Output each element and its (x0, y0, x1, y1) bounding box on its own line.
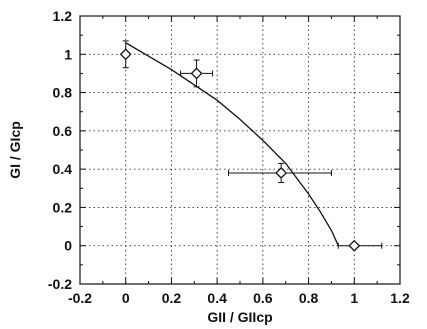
x-tick-label: 1 (350, 290, 358, 306)
data-point (119, 40, 132, 69)
y-tick-label: 0 (64, 238, 72, 254)
y-tick-label: 0.2 (53, 199, 73, 215)
y-tick-label: -0.2 (48, 276, 72, 292)
axis-ticks (79, 15, 401, 285)
diamond-marker (275, 167, 288, 179)
x-tick-label: 0.6 (253, 290, 273, 306)
y-tick-label: 0.6 (53, 123, 73, 139)
x-tick-label: -0.2 (68, 290, 92, 306)
x-tick-label: 1.2 (390, 290, 410, 306)
y-tick-label: 1 (64, 46, 72, 62)
x-tick-labels: -0.2 0 0.2 0.4 0.6 0.8 1 1.2 (68, 290, 410, 306)
y-axis-title: GI / GIcp (7, 121, 23, 179)
fit-curve (125, 42, 339, 246)
x-tick-label: 0.4 (207, 290, 227, 306)
diamond-marker (119, 48, 132, 61)
x-tick-label: 0.2 (162, 290, 182, 306)
diamond-marker (190, 67, 203, 80)
x-axis-title: GII / GIIcp (207, 309, 272, 325)
data-point (180, 59, 214, 88)
y-tick-label: 0.8 (53, 85, 73, 101)
x-tick-label: 0 (122, 290, 130, 306)
diamond-marker (348, 239, 361, 252)
y-tick-label: 1.2 (53, 8, 73, 24)
x-tick-label: 0.8 (299, 290, 319, 306)
data-point (228, 162, 332, 184)
y-tick-labels: -0.2 0 0.2 0.4 0.6 0.8 1 1.2 (48, 8, 72, 292)
y-tick-label: 0.4 (53, 161, 73, 177)
data-points (119, 40, 383, 252)
data-point (337, 239, 383, 252)
